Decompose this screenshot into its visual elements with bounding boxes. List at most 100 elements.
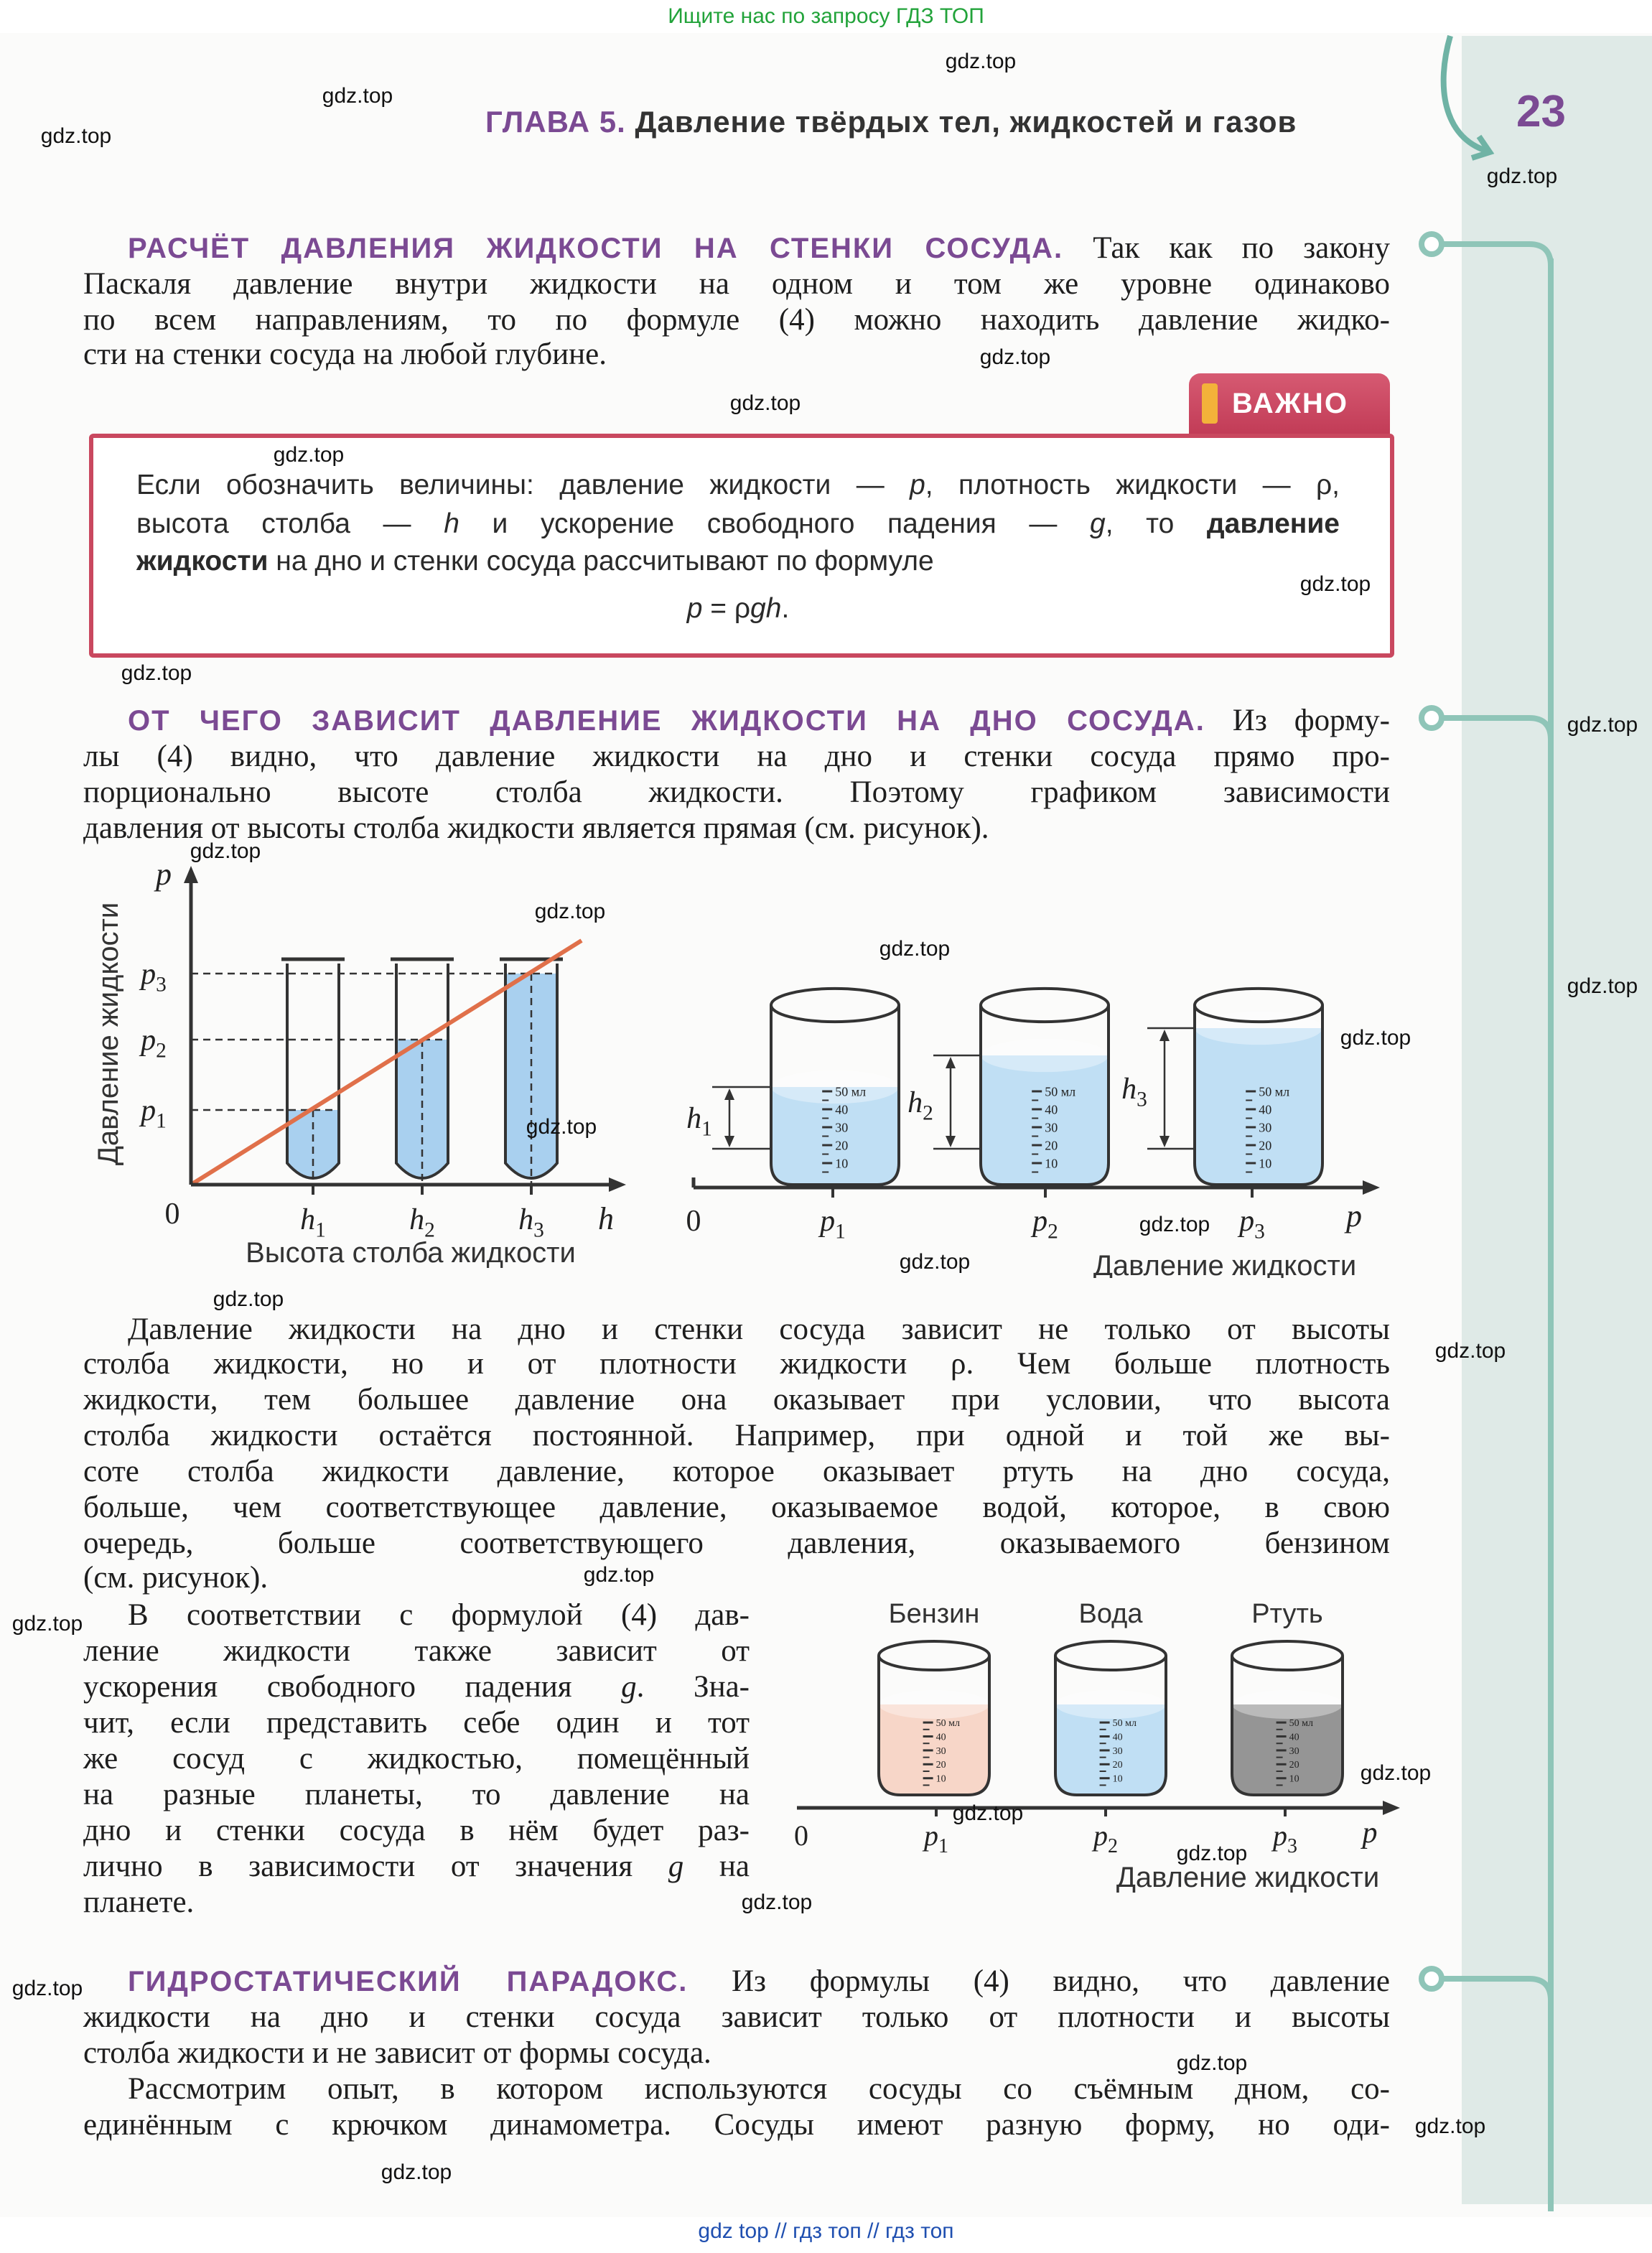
axis-symbol: p [1361,1816,1378,1849]
p-tick-label: p1 [139,1094,167,1133]
chapter-label: ГЛАВА 5. [485,105,626,139]
scale-label: 30 [1259,1120,1271,1134]
watermark: gdz.top [1360,1761,1432,1785]
chapter-title: Давление твёрдых тел, жидкостей и газов [635,105,1297,139]
text-segment: Паскаля давление внутри жидкости на одно… [83,267,1390,301]
beaker-outline [1054,1656,1167,1796]
pressure-line [190,938,583,1187]
watermark: gdz.top [11,1977,83,2000]
liquid-name: Бензин [889,1599,980,1629]
origin-label: 0 [686,1205,701,1238]
beaker-rim [877,1639,991,1672]
beaker: 50 мл 40 30 20 10 [770,986,900,1186]
text-segment: лично в зависимости от значения [83,1849,668,1883]
text-segment: порционально высоте столба жидкости. Поэ… [83,775,1390,809]
liquid-surface [981,1038,1109,1073]
pressure-label: p3 [1271,1819,1297,1857]
axis-symbol: p [1344,1198,1362,1233]
pressure-label: p2 [1030,1205,1058,1244]
pressure-label: p2 [1091,1819,1118,1857]
important-tab: ВАЖНО [1189,373,1390,434]
text-segment: давление [1206,508,1340,539]
section2-line: давления от высоты столба жидкости являе… [83,811,1390,846]
liquid-surface [1055,1689,1166,1720]
h-tick-label: h2 [409,1203,435,1242]
text-segment: ускорения свободного падения [83,1670,622,1704]
text-segment: . [781,593,790,624]
scale-label: 20 [835,1138,848,1152]
text-segment: В соответствии с формулой (4) дав- [128,1598,750,1632]
beaker: 50 мл 40 30 20 10 [877,1639,991,1796]
timeline-node [1419,1966,1445,1992]
watermark: gdz.top [879,937,951,961]
text-segment: (см. рисунок). [83,1561,269,1595]
text-segment: Давление жидкости на дно и стенки сосуда… [128,1312,1390,1346]
watermark: gdz.top [1176,2051,1248,2075]
watermark: gdz.top [1139,1213,1210,1236]
margin-band [1462,36,1652,2204]
text-segment: gh [750,593,782,624]
paragraph3-line: Давление жидкости на дно и стенки сосуда… [128,1312,1390,1348]
scale-label: 30 [1113,1746,1123,1757]
pressure-axis-arrow-icon [1383,1801,1400,1815]
x-axis-label: Высота столба жидкости [246,1237,576,1269]
pressure-label: p1 [818,1205,846,1244]
text-segment: Если обозначить величины: давление жидко… [136,470,910,500]
top-banner[interactable]: Ищите нас по запросу ГДЗ ТОП [0,0,1652,33]
scale-label: 50 мл [1259,1084,1289,1098]
scale-label: 30 [835,1120,848,1134]
liquid-name: Ртуть [1251,1599,1322,1629]
scale-label: 10 [1113,1774,1123,1785]
h-tick-label: h3 [518,1203,544,1242]
beaker-rim [1231,1639,1344,1672]
watermark: gdz.top [11,1612,83,1636]
beaker-liquid [771,1087,899,1185]
footer-links[interactable]: gdz top // гдз топ // гдз топ [0,2217,1652,2253]
paragraph4-line: же сосуд с жидкостью, помещённый [83,1741,750,1777]
beaker-outline [1193,1005,1324,1186]
watermark: gdz.top [1434,1339,1506,1363]
liquid-name: Вода [1079,1599,1144,1629]
paragraph3-line: очередь, больше соответствующего давлени… [83,1526,1390,1562]
watermark: gdz.top [741,1890,813,1914]
important-box-line: p = ρgh. [136,591,1340,627]
scale-label: 10 [936,1774,946,1785]
text-segment: , плотность жидкости — ρ, [925,470,1340,500]
watermark: gdz.top [1340,1026,1411,1050]
figure-beakers-heights: 50 мл 40 30 20 10 h1 50 мл 40 30 20 10 h2 50 мл 40 30 2… [686,986,1380,1278]
text-segment: жидкости, тем большее давление она оказы… [83,1383,1390,1417]
scale-label: 50 мл [936,1718,960,1729]
timeline-decoration [1419,34,1554,2211]
text-segment: столба жидкости и не зависит от формы со… [83,2036,711,2070]
tube-liquid [396,1040,448,1178]
section2-line: ОТ ЧЕГО ЗАВИСИТ ДАВЛЕНИЕ ЖИДКОСТИ НА ДНО… [128,703,1390,739]
paragraph3-line: соте столба жидкости давление, которое о… [83,1454,1390,1490]
scale-label: 50 мл [1113,1718,1137,1729]
liquid-surface [771,1070,899,1104]
text-segment: на разные планеты, то давление на [83,1778,750,1811]
p-tick-label: p2 [139,1024,167,1063]
height-label: h2 [907,1086,933,1125]
important-box-line: жидкости на дно и стенки сосуда рассчиты… [136,544,1340,579]
watermark: gdz.top [381,2160,452,2184]
scale-label: 20 [1045,1138,1058,1152]
beaker-liquid [879,1704,989,1795]
origin-label: 0 [794,1819,808,1852]
watermark: gdz.top [1567,974,1638,998]
timeline-arrow-icon [1440,34,1488,154]
watermark: gdz.top [121,661,192,685]
paragraph3-line: жидкости, тем большее давление она оказы… [83,1382,1390,1418]
watermark: gdz.top [1414,2114,1486,2138]
text-segment: очередь, больше соответствующего давлени… [83,1526,1390,1560]
y-axis-label: Давление жидкости [93,902,124,1165]
beaker-rim [770,986,900,1024]
watermark: gdz.top [583,1563,655,1587]
beaker-outline [877,1656,991,1796]
pressure-axis-arrow-icon [1363,1180,1380,1195]
section3-line: жидкости на дно и стенки сосуда зависит … [83,2000,1390,2035]
beaker: 50 мл 40 30 20 10 [1193,986,1324,1186]
text-segment: g [668,1849,684,1883]
test-tube [504,964,559,1180]
arrowhead-icon [1159,1030,1170,1041]
p-tick-label: p3 [139,958,167,997]
